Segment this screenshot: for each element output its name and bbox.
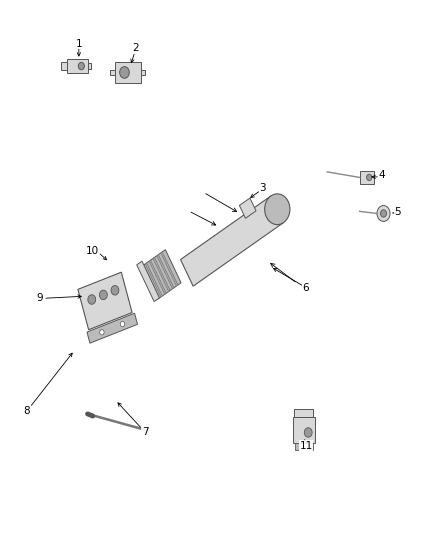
Bar (149, 260, 166, 294)
Bar (360, 171, 374, 184)
Circle shape (120, 321, 125, 327)
Text: 2: 2 (132, 43, 139, 53)
Bar (294, 409, 314, 417)
Bar (115, 62, 141, 83)
Text: 11: 11 (300, 441, 313, 451)
Bar (142, 249, 181, 299)
Bar (141, 69, 145, 75)
Circle shape (377, 206, 390, 221)
Bar (240, 198, 256, 219)
Circle shape (100, 329, 104, 335)
Circle shape (120, 67, 129, 78)
Bar (153, 257, 170, 292)
Bar (295, 443, 299, 450)
Bar (61, 62, 67, 70)
Text: 6: 6 (303, 282, 309, 293)
Bar (87, 313, 138, 343)
Text: 1: 1 (75, 39, 82, 49)
Circle shape (367, 174, 372, 181)
Text: 3: 3 (259, 183, 266, 193)
Bar (161, 252, 178, 286)
Text: 10: 10 (86, 246, 99, 256)
Bar (78, 272, 132, 330)
Bar (293, 417, 315, 443)
Bar (110, 69, 115, 75)
Bar (309, 443, 313, 450)
Bar (137, 261, 159, 302)
Text: 4: 4 (378, 171, 385, 180)
Circle shape (381, 210, 387, 217)
Bar (157, 255, 174, 289)
Text: 7: 7 (142, 427, 148, 437)
Circle shape (88, 295, 95, 304)
Text: 8: 8 (23, 406, 30, 416)
Circle shape (304, 427, 312, 437)
Text: 9: 9 (36, 293, 43, 303)
Bar (88, 63, 91, 69)
Bar (67, 59, 88, 74)
Circle shape (265, 194, 290, 224)
Circle shape (99, 290, 107, 300)
Bar (180, 196, 283, 286)
Circle shape (111, 286, 119, 295)
Text: 5: 5 (394, 207, 401, 217)
Bar (145, 263, 162, 297)
Circle shape (78, 62, 85, 70)
